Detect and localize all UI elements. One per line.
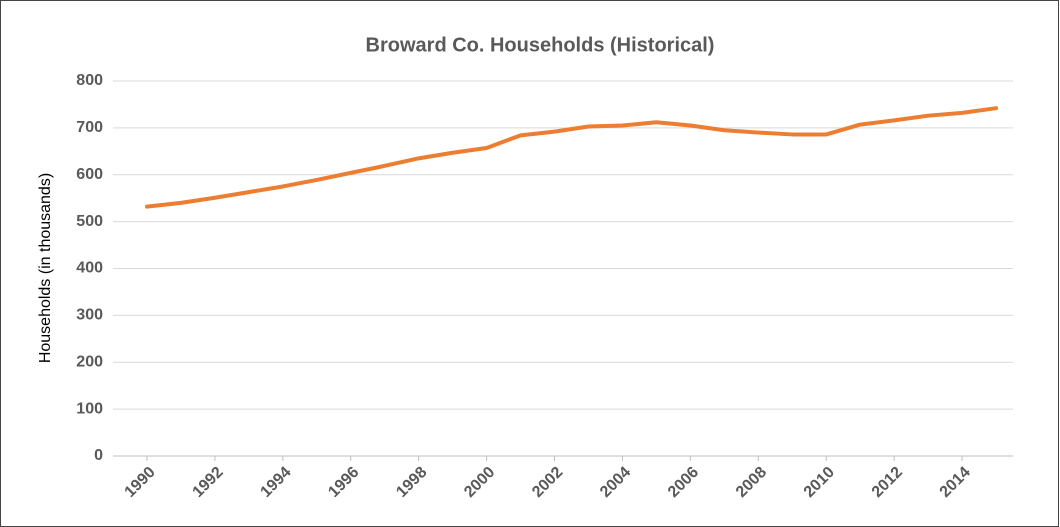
y-tick-label: 500	[76, 213, 103, 230]
y-tick-label: 100	[76, 400, 103, 417]
y-tick-label: 300	[76, 307, 103, 324]
y-tick-label: 800	[76, 72, 103, 89]
data-line	[144, 106, 999, 209]
y-tick-label: 600	[76, 166, 103, 183]
y-tick-label: 0	[94, 447, 103, 464]
y-tick-label: 400	[76, 260, 103, 277]
chart-title: Broward Co. Households (Historical)	[366, 34, 715, 56]
y-tick-label: 700	[76, 119, 103, 136]
y-axis-label: Households (in thousands)	[37, 173, 54, 363]
y-tick-label: 200	[76, 353, 103, 370]
